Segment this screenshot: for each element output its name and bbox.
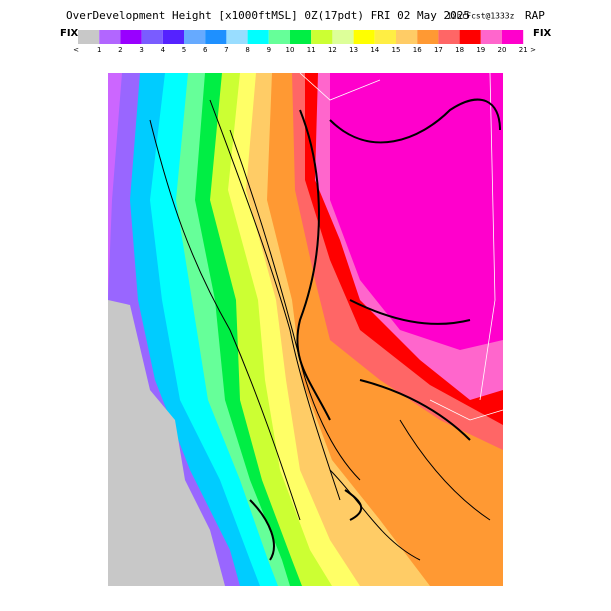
colorbar-tick-label: 8 — [245, 46, 249, 54]
colorbar-tick-label: 18 — [455, 46, 464, 54]
color-swatch — [417, 30, 439, 44]
title: OverDevelopment Height [x1000ftMSL] 0Z(1… — [66, 9, 470, 22]
color-swatch — [502, 30, 524, 44]
colorbar-tick-label: 17 — [434, 46, 443, 54]
model: RAP — [525, 9, 545, 22]
map — [108, 72, 504, 586]
colorbar-tick-label: 21 — [519, 46, 528, 54]
color-swatch — [120, 30, 142, 44]
colorbar-tick-label: 2 — [118, 46, 122, 54]
colorbar-tick-label: 11 — [307, 46, 316, 54]
colorbar-tick-label: 7 — [224, 46, 228, 54]
colorbar-tick-label: 10 — [286, 46, 295, 54]
colorbar-tick-label: 9 — [267, 46, 271, 54]
color-swatch — [99, 30, 121, 44]
colorbar-tick-label: 1 — [97, 46, 101, 54]
color-swatch — [268, 30, 290, 44]
color-swatch — [332, 30, 354, 44]
fix-left: FIX — [60, 28, 79, 39]
color-swatch — [141, 30, 163, 44]
colorbar-tick-label: 15 — [392, 46, 401, 54]
color-swatch — [247, 30, 269, 44]
colorbar-tick-label: 13 — [349, 46, 358, 54]
color-swatch — [374, 30, 396, 44]
below-label: < — [73, 46, 79, 54]
colorbar-tick-label: 6 — [203, 46, 208, 54]
colorbar: 1 2 3 4 5 6 7 8 9 10 11 12 13 14 15 16 17 18 19 20 21 — [78, 30, 528, 54]
fix-right: FIX — [533, 28, 552, 39]
colorbar-tick-label: 20 — [498, 46, 507, 54]
color-swatch — [459, 30, 481, 44]
color-swatch — [396, 30, 418, 44]
color-swatch — [205, 30, 227, 44]
forecast: 12hrFcst@1333z — [447, 12, 515, 21]
colorbar-tick-label: 19 — [476, 46, 485, 54]
color-swatch — [184, 30, 206, 44]
color-swatch — [290, 30, 312, 44]
color-swatch — [438, 30, 460, 44]
colorbar-tick-label: 14 — [370, 46, 379, 54]
colorbar-tick-label: 12 — [328, 46, 337, 54]
colorbar-tick-label: 5 — [182, 46, 186, 54]
color-swatch — [480, 30, 502, 44]
color-swatch — [78, 30, 100, 44]
color-swatch — [311, 30, 333, 44]
color-swatch — [353, 30, 375, 44]
colorbar-tick-label: 16 — [413, 46, 422, 54]
color-swatch — [162, 30, 184, 44]
above-label: > — [530, 46, 536, 54]
colorbar-tick-label: 3 — [139, 46, 143, 54]
color-swatch — [226, 30, 248, 44]
colorbar-tick-label: 4 — [161, 46, 166, 54]
